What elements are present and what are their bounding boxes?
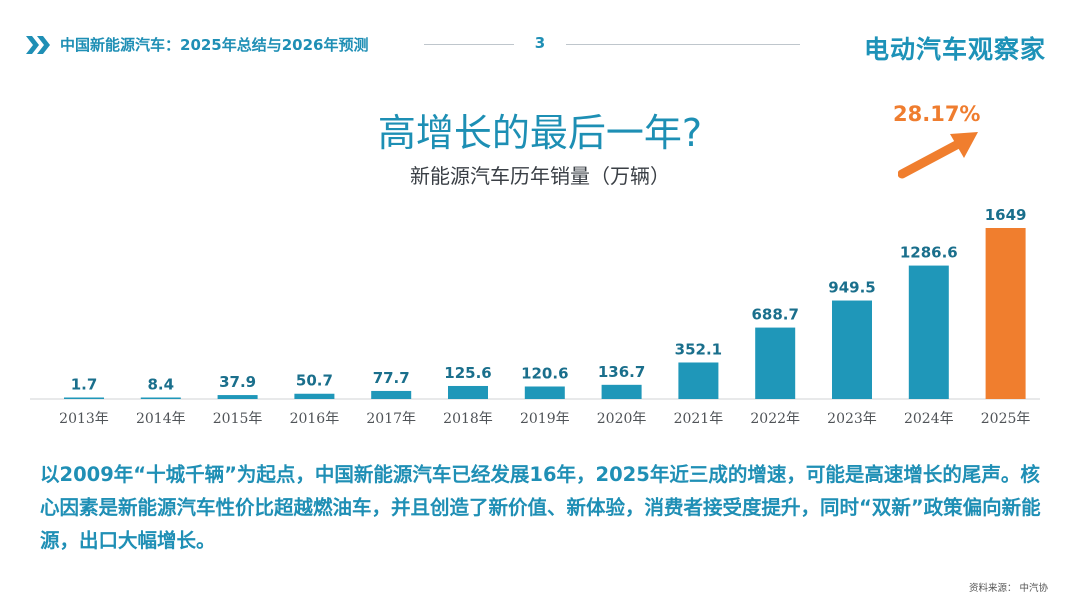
main-title: 高增长的最后一年? bbox=[377, 111, 703, 155]
bar-2024年 bbox=[908, 265, 949, 399]
brand-logo: 电动汽车观察家 bbox=[863, 35, 1046, 64]
data-label: 1.7 bbox=[71, 376, 98, 394]
growth-rate-label: 28.17% bbox=[893, 102, 981, 126]
x-tick-label: 2018年 bbox=[443, 411, 493, 427]
bar-2019年 bbox=[524, 386, 565, 399]
data-label: 120.6 bbox=[521, 364, 568, 382]
data-label: 1286.6 bbox=[900, 244, 958, 262]
x-tick-label: 2020年 bbox=[597, 411, 647, 427]
source-value: 中汽协 bbox=[1019, 583, 1048, 594]
sales-bar-chart: 1.7 2013年 8.4 2014年 37.9 2015年 50.7 2016年 77.7 20… bbox=[30, 206, 1040, 427]
x-tick-label: 2025年 bbox=[981, 411, 1031, 427]
bar-2020年 bbox=[601, 384, 642, 399]
x-tick-label: 2019年 bbox=[520, 411, 570, 427]
x-tick-label: 2014年 bbox=[136, 411, 186, 427]
bar-2025年 bbox=[985, 228, 1026, 399]
header-rule-right bbox=[566, 44, 800, 45]
bar-group: 1.7 2013年 8.4 2014年 37.9 2015年 50.7 2016年 77.7 20… bbox=[59, 206, 1030, 427]
data-label: 1649 bbox=[985, 206, 1027, 224]
data-label: 136.7 bbox=[598, 363, 645, 381]
x-tick-label: 2013年 bbox=[59, 411, 109, 427]
page-number: 3 bbox=[534, 34, 546, 52]
data-label: 352.1 bbox=[675, 340, 722, 358]
body-paragraph: 以2009年“十城千辆”为起点，中国新能源汽车已经发展16年，2025年近三成的… bbox=[40, 463, 1041, 552]
x-tick-label: 2021年 bbox=[674, 411, 724, 427]
bar-2017年 bbox=[371, 390, 412, 399]
source-note: 资料来源： 中汽协 bbox=[969, 580, 1048, 594]
data-label: 8.4 bbox=[148, 376, 175, 394]
source-label: 资料来源： bbox=[968, 583, 1017, 594]
bar-2021年 bbox=[678, 362, 719, 399]
x-tick-label: 2023年 bbox=[827, 411, 877, 427]
data-label: 77.7 bbox=[373, 369, 410, 387]
bar-2016年 bbox=[294, 393, 335, 399]
slide-header: 中国新能源汽车：2025年总结与2026年预测 3 电动汽车观察家 bbox=[0, 0, 1080, 80]
x-tick-label: 2015年 bbox=[213, 411, 263, 427]
bar-2023年 bbox=[832, 300, 872, 399]
growth-arrow-icon bbox=[898, 132, 978, 179]
double-chevron-icon bbox=[26, 36, 50, 54]
data-label: 125.6 bbox=[444, 364, 491, 382]
bar-2013年 bbox=[64, 397, 104, 399]
header-rule-left bbox=[424, 44, 514, 45]
chart-title: 新能源汽车历年销量（万辆） bbox=[410, 164, 670, 188]
data-label: 37.9 bbox=[219, 373, 256, 391]
data-label: 688.7 bbox=[751, 306, 798, 324]
data-label: 50.7 bbox=[296, 372, 333, 390]
bar-2018年 bbox=[448, 385, 488, 399]
bar-2022年 bbox=[755, 327, 796, 399]
bar-2015年 bbox=[217, 395, 258, 399]
header-title: 中国新能源汽车：2025年总结与2026年预测 bbox=[60, 36, 369, 54]
x-tick-label: 2022年 bbox=[750, 411, 800, 427]
data-label: 949.5 bbox=[828, 279, 875, 297]
x-tick-label: 2016年 bbox=[290, 411, 340, 427]
x-tick-label: 2017年 bbox=[366, 411, 416, 427]
bar-2014年 bbox=[140, 397, 181, 399]
x-tick-label: 2024年 bbox=[904, 411, 954, 427]
